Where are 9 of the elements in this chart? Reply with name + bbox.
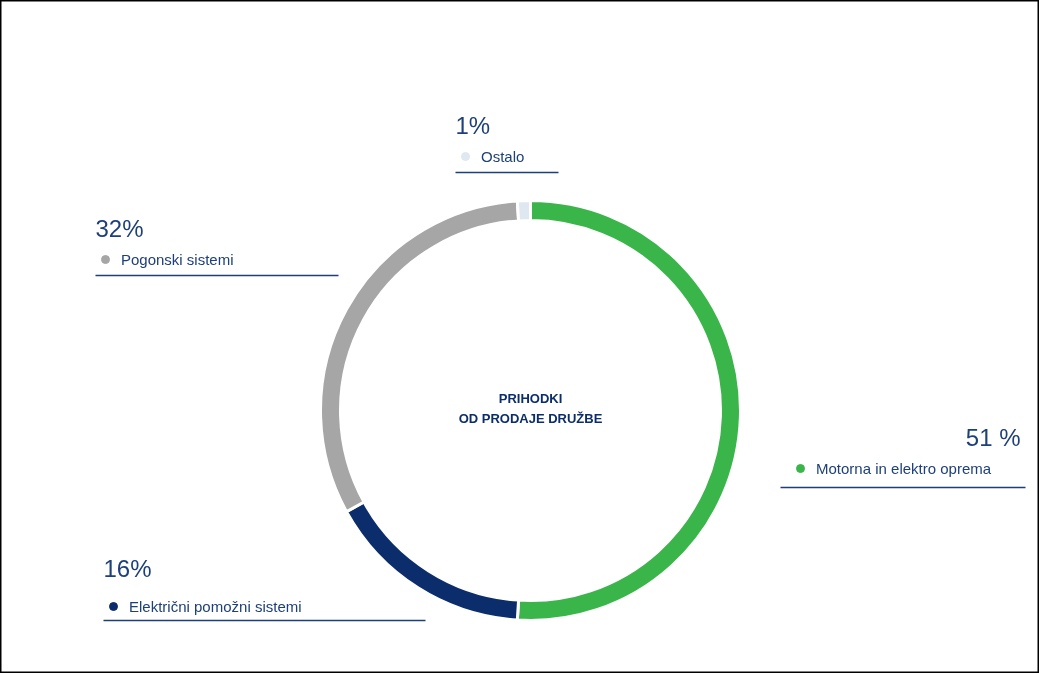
data-label: 1% [455,112,491,139]
data-label: 16% [103,555,152,582]
legend-label: Električni pomožni sistemi [129,597,302,615]
data-label: 51 % [965,424,1021,451]
legend-label: Ostalo [481,147,525,165]
data-label: 32% [95,215,144,242]
text: PRIHODKI OD PRODAJE DRUŽBE [458,391,603,426]
legend-label: Motorna in elektro oprema [816,459,992,477]
legend-label: Pogonski sistemi [121,250,234,268]
